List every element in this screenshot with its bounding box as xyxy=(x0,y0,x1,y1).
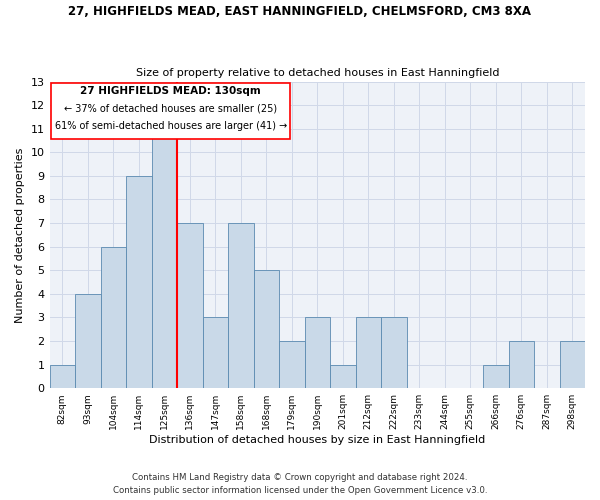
Bar xyxy=(203,318,228,388)
Bar xyxy=(279,341,305,388)
Text: 27 HIGHFIELDS MEAD: 130sqm: 27 HIGHFIELDS MEAD: 130sqm xyxy=(80,86,261,96)
Bar xyxy=(126,176,152,388)
Text: 61% of semi-detached houses are larger (41) →: 61% of semi-detached houses are larger (… xyxy=(55,122,287,132)
Bar xyxy=(254,270,279,388)
Bar xyxy=(381,318,407,388)
Bar xyxy=(101,246,126,388)
Text: ← 37% of detached houses are smaller (25): ← 37% of detached houses are smaller (25… xyxy=(64,104,277,114)
Text: 27, HIGHFIELDS MEAD, EAST HANNINGFIELD, CHELMSFORD, CM3 8XA: 27, HIGHFIELDS MEAD, EAST HANNINGFIELD, … xyxy=(68,5,532,18)
Bar xyxy=(50,364,75,388)
Bar xyxy=(177,223,203,388)
Bar xyxy=(152,128,177,388)
Bar xyxy=(305,318,330,388)
Bar xyxy=(483,364,509,388)
Bar xyxy=(560,341,585,388)
Bar xyxy=(75,294,101,388)
Y-axis label: Number of detached properties: Number of detached properties xyxy=(15,147,25,322)
Bar xyxy=(509,341,534,388)
Bar xyxy=(356,318,381,388)
Bar xyxy=(330,364,356,388)
X-axis label: Distribution of detached houses by size in East Hanningfield: Distribution of detached houses by size … xyxy=(149,435,485,445)
Text: Contains HM Land Registry data © Crown copyright and database right 2024.
Contai: Contains HM Land Registry data © Crown c… xyxy=(113,474,487,495)
FancyBboxPatch shape xyxy=(51,82,290,140)
Title: Size of property relative to detached houses in East Hanningfield: Size of property relative to detached ho… xyxy=(136,68,499,78)
Bar xyxy=(228,223,254,388)
